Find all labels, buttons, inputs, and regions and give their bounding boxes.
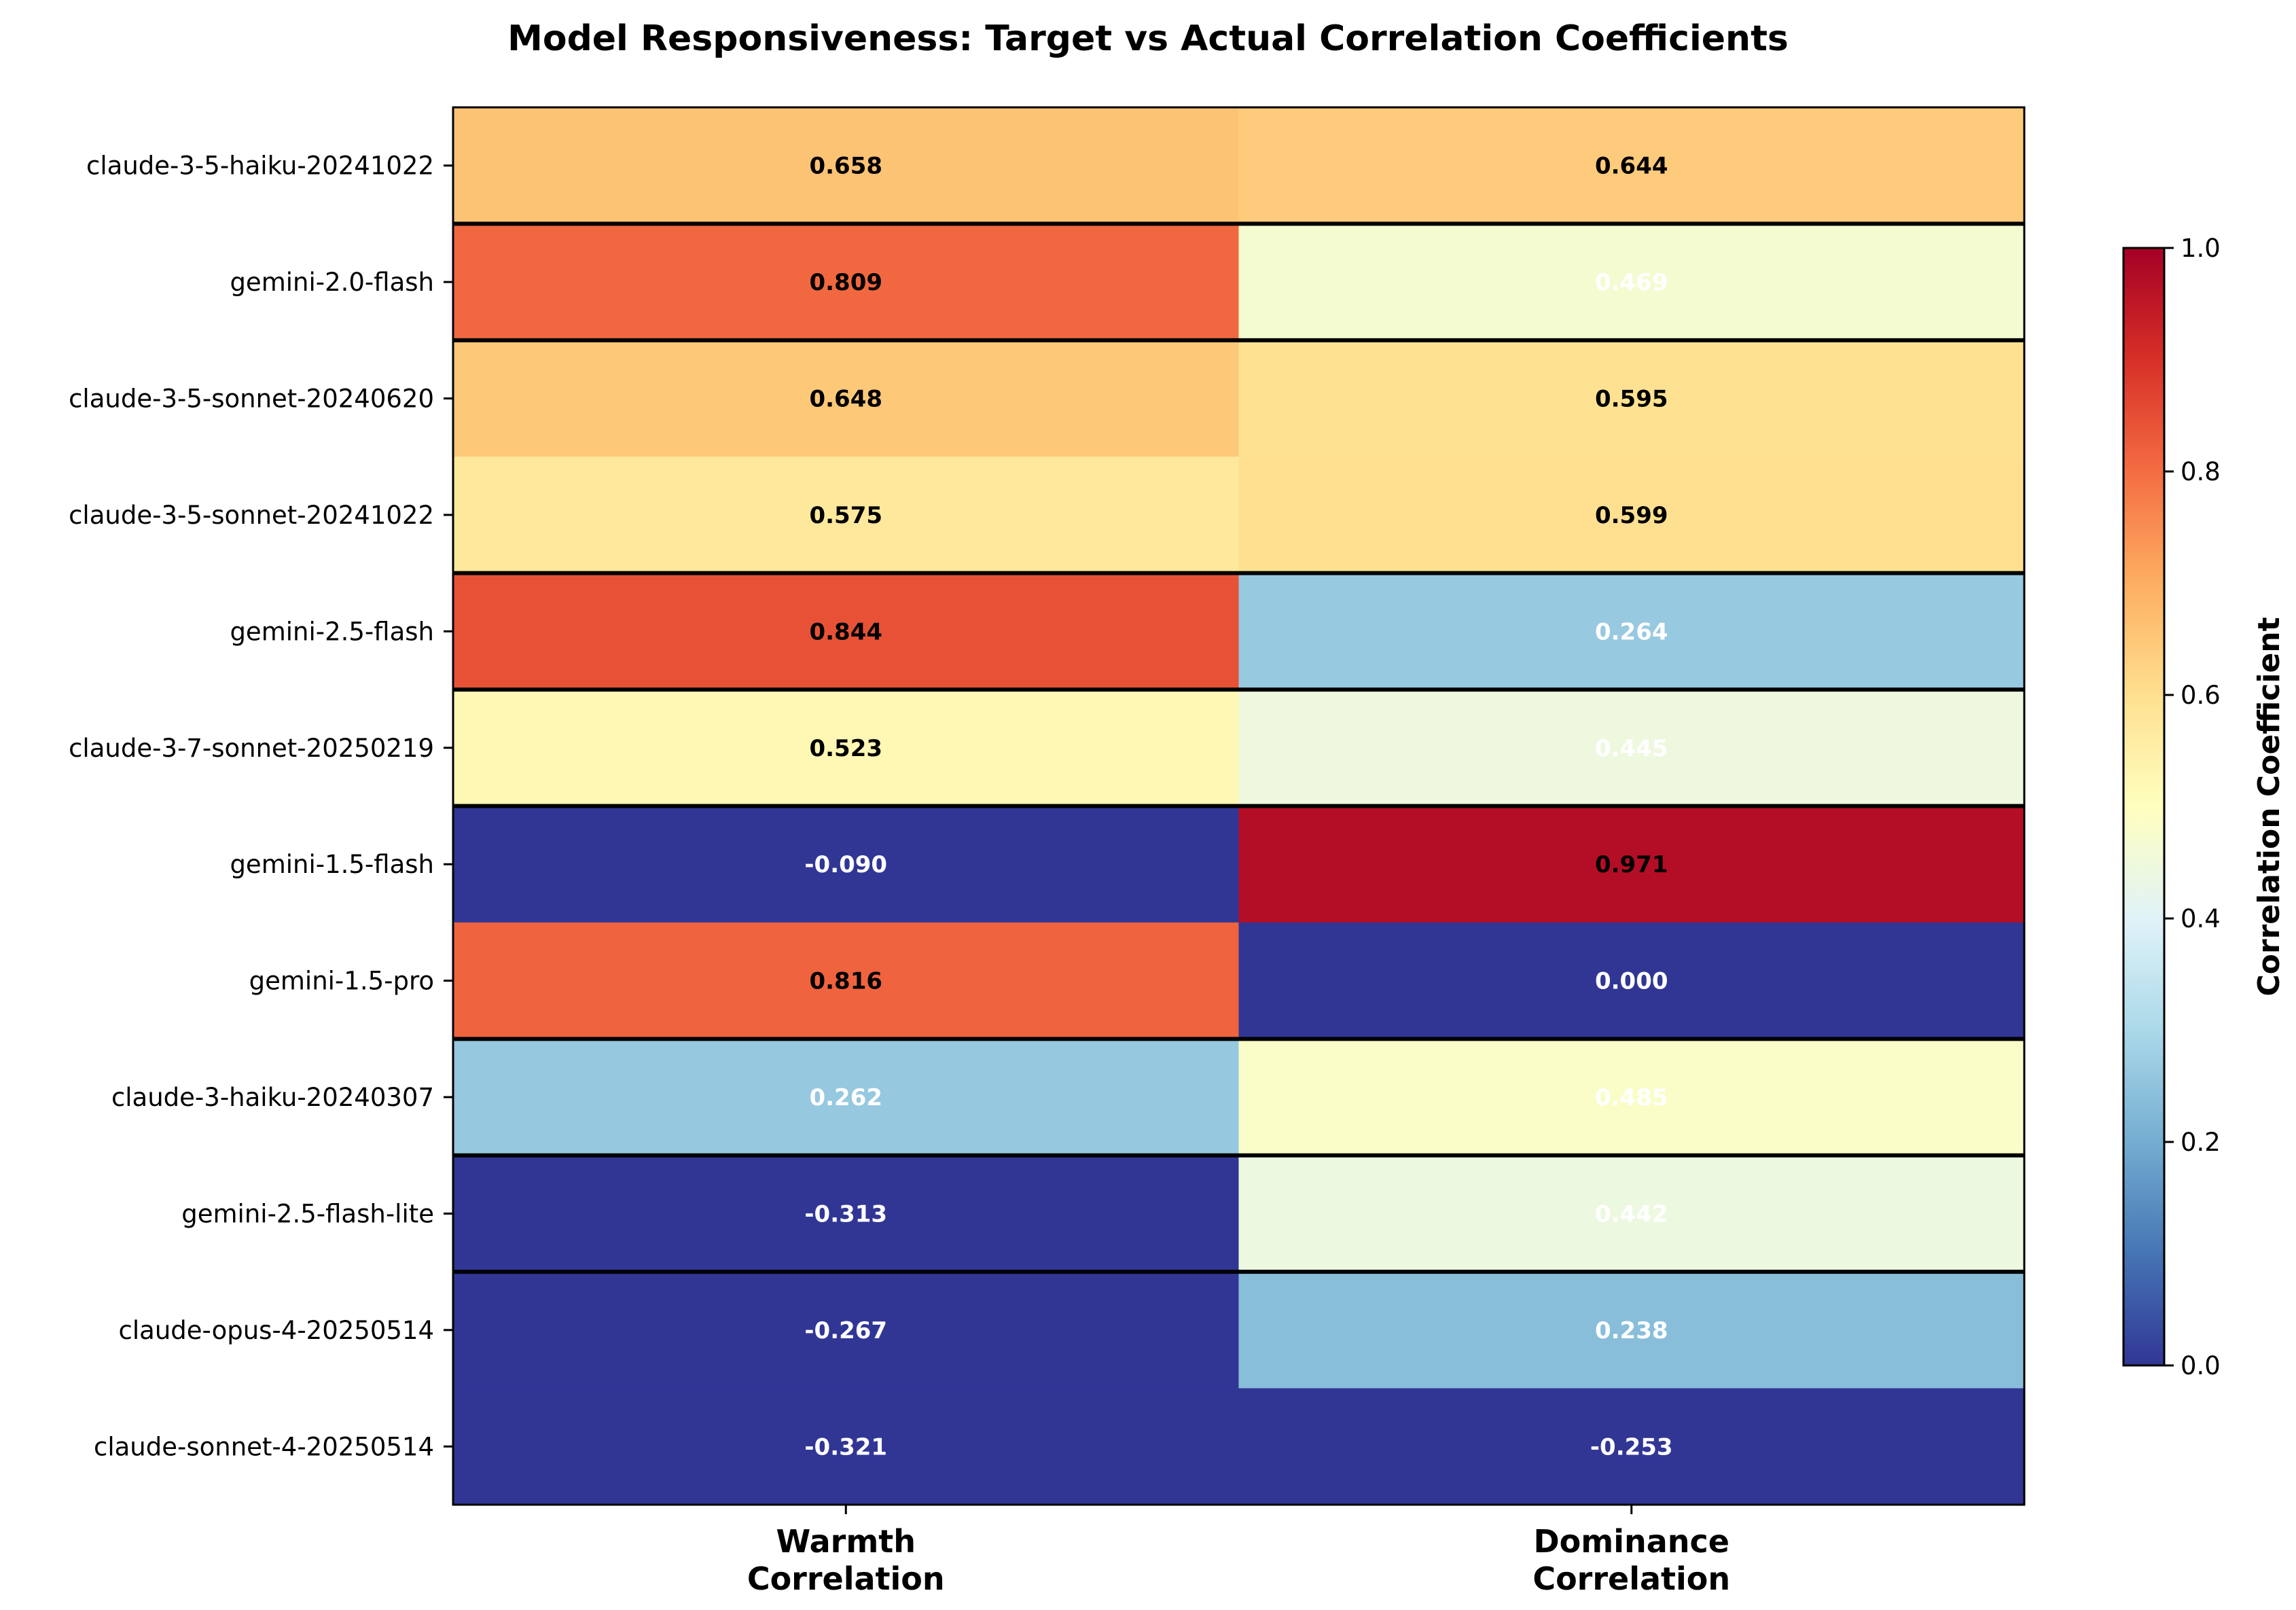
row-label: gemini-1.5-pro xyxy=(249,967,434,996)
colorbar-tick-label: 0.2 xyxy=(2181,1128,2221,1157)
heatmap-cell xyxy=(453,457,1239,574)
cell-value-label: 0.658 xyxy=(809,153,882,180)
heatmap-cell xyxy=(453,223,1239,341)
row-label: claude-sonnet-4-20250514 xyxy=(94,1432,434,1461)
row-label: gemini-2.0-flash xyxy=(230,268,434,297)
colorbar-tick-label: 0.6 xyxy=(2181,681,2221,710)
cell-value-label: 0.000 xyxy=(1595,968,1668,995)
heatmap-cell xyxy=(453,1272,1239,1389)
cell-value-label: 0.262 xyxy=(809,1084,882,1111)
row-label: gemini-1.5-flash xyxy=(230,850,434,879)
column-label-line: Correlation xyxy=(1532,1560,1730,1597)
row-label: gemini-2.5-flash xyxy=(230,617,434,646)
cell-value-label: 0.523 xyxy=(809,735,882,762)
heatmap-cell xyxy=(1238,457,2025,574)
colorbar-tick-label: 0.4 xyxy=(2181,904,2221,933)
heatmap-cell xyxy=(453,922,1239,1039)
heatmap-cell xyxy=(453,107,1239,224)
heatmap-cell xyxy=(1238,1272,2025,1389)
cell-value-label: 0.809 xyxy=(809,269,882,296)
cell-value-label: 0.971 xyxy=(1595,851,1668,878)
column-label-line: Warmth xyxy=(776,1523,916,1560)
heatmap-cell xyxy=(453,1388,1239,1505)
heatmap-cell xyxy=(1238,1155,2025,1272)
heatmap-cell xyxy=(453,806,1239,923)
colorbar-tick-label: 0.8 xyxy=(2181,457,2221,486)
heatmap-cell xyxy=(1238,1039,2025,1156)
cell-value-label: -0.321 xyxy=(804,1433,887,1461)
colorbar-label: Correlation Coefficient xyxy=(2252,617,2286,996)
heatmap-cell xyxy=(1238,340,2025,457)
heatmap-cell xyxy=(1238,806,2025,923)
heatmap-cell xyxy=(453,340,1239,457)
cell-value-label: -0.253 xyxy=(1590,1433,1673,1461)
cell-value-label: 0.644 xyxy=(1595,153,1668,180)
heatmap-cell xyxy=(1238,107,2025,224)
cell-value-label: 0.844 xyxy=(809,618,882,645)
colorbar-tick-label: 0.0 xyxy=(2181,1351,2221,1380)
row-label: gemini-2.5-flash-lite xyxy=(181,1199,434,1228)
row-label: claude-3-5-haiku-20241022 xyxy=(86,151,434,181)
colorbar-tick-label: 1.0 xyxy=(2181,234,2221,263)
cell-value-label: 0.445 xyxy=(1595,735,1668,762)
cell-value-label: 0.442 xyxy=(1595,1200,1668,1228)
cell-value-label: 0.485 xyxy=(1595,1084,1668,1111)
column-label-line: Correlation xyxy=(747,1560,945,1597)
heatmap-cell xyxy=(453,1039,1239,1156)
row-label: claude-opus-4-20250514 xyxy=(119,1316,434,1345)
chart-title: Model Responsiveness: Target vs Actual C… xyxy=(507,18,1789,59)
cell-value-label: 0.816 xyxy=(809,968,882,995)
colorbar xyxy=(2122,247,2166,1367)
cell-value-label: 0.599 xyxy=(1595,502,1668,529)
cell-value-label: 0.648 xyxy=(809,386,882,413)
heatmap-cell xyxy=(453,573,1239,690)
heatmap-cell xyxy=(1238,690,2025,806)
cell-value-label: -0.313 xyxy=(804,1200,887,1228)
column-label: Dominance Correlation xyxy=(1532,1523,1730,1597)
row-label: claude-3-haiku-20240307 xyxy=(111,1083,434,1112)
column-label: Warmth Correlation xyxy=(747,1523,945,1597)
cell-value-label: 0.264 xyxy=(1595,618,1668,645)
heatmap-cell xyxy=(1238,223,2025,341)
cell-value-label: 0.469 xyxy=(1595,269,1668,296)
cell-value-label: 0.238 xyxy=(1595,1317,1668,1344)
heatmap-cell xyxy=(1238,573,2025,690)
heatmap-cell xyxy=(453,690,1239,806)
row-label: claude-3-5-sonnet-20241022 xyxy=(69,501,434,530)
row-label: claude-3-5-sonnet-20240620 xyxy=(69,384,434,414)
heatmap-cell xyxy=(1238,922,2025,1039)
cell-value-label: -0.090 xyxy=(804,851,887,878)
heatmap-cells xyxy=(453,107,2025,1505)
heatmap-cell xyxy=(453,1155,1239,1272)
plot-frame xyxy=(452,106,2026,1506)
cell-value-label: 0.575 xyxy=(809,502,882,529)
cell-value-label: -0.267 xyxy=(804,1317,887,1344)
row-label: claude-3-7-sonnet-20250219 xyxy=(69,734,434,763)
heatmap-cell xyxy=(1238,1388,2025,1505)
cell-value-label: 0.595 xyxy=(1595,386,1668,413)
column-label-line: Dominance xyxy=(1534,1523,1730,1560)
